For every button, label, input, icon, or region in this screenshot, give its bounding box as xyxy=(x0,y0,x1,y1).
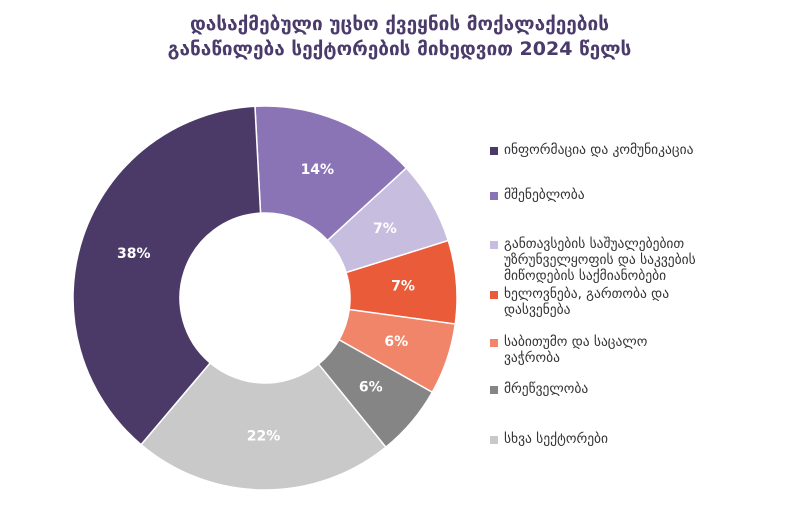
data-label: 6% xyxy=(384,334,408,350)
data-label: 22% xyxy=(247,428,281,444)
legend-item-other: სხვა სექტორები xyxy=(490,431,790,447)
chart-title-line-1: დასაქმებული უცხო ქვეყნის მოქალაქეების xyxy=(189,13,610,35)
legend-swatch xyxy=(490,339,498,347)
legend-label: მშენებლობა xyxy=(504,187,585,203)
legend-item-construction: მშენებლობა xyxy=(490,187,790,203)
legend-swatch xyxy=(490,291,498,299)
data-label: 6% xyxy=(359,379,383,395)
legend-label: ინფორმაცია და კომუნიკაცია xyxy=(504,142,694,158)
legend-swatch xyxy=(490,147,498,155)
legend-item-accommodation: განთავსების საშუალებებით უზრუნველყოფის დ… xyxy=(490,236,790,284)
legend-label: ხელოვნება, გართობა და დასვენება xyxy=(504,286,670,318)
data-label: 38% xyxy=(117,246,151,262)
slice-information xyxy=(72,105,262,446)
legend-swatch xyxy=(490,241,498,249)
chart-title-line-2: განაწილება სექტორების მიხედვით 2024 წელს xyxy=(167,38,632,60)
chart-title: დასაქმებული უცხო ქვეყნის მოქალაქეების გა… xyxy=(0,12,799,62)
legend-swatch xyxy=(490,386,498,394)
legend-swatch xyxy=(490,436,498,444)
slice-construction xyxy=(254,105,408,242)
legend-item-trade: საბითუმო და საცალო ვაჭრობა xyxy=(490,334,790,366)
legend-label: განთავსების საშუალებებით უზრუნველყოფის დ… xyxy=(504,236,696,284)
legend-label: სხვა სექტორები xyxy=(504,431,609,447)
slice-other xyxy=(140,361,387,491)
legend-label: მრეწველობა xyxy=(504,381,589,397)
data-label: 14% xyxy=(301,162,335,178)
data-label: 7% xyxy=(373,221,397,237)
legend-item-arts: ხელოვნება, გართობა და დასვენება xyxy=(490,286,790,318)
legend-label: საბითუმო და საცალო ვაჭრობა xyxy=(504,334,648,366)
legend-item-manufacturing: მრეწველობა xyxy=(490,381,790,397)
legend-item-information: ინფორმაცია და კომუნიკაცია xyxy=(490,142,790,158)
data-label: 7% xyxy=(391,278,415,294)
legend-swatch xyxy=(490,192,498,200)
